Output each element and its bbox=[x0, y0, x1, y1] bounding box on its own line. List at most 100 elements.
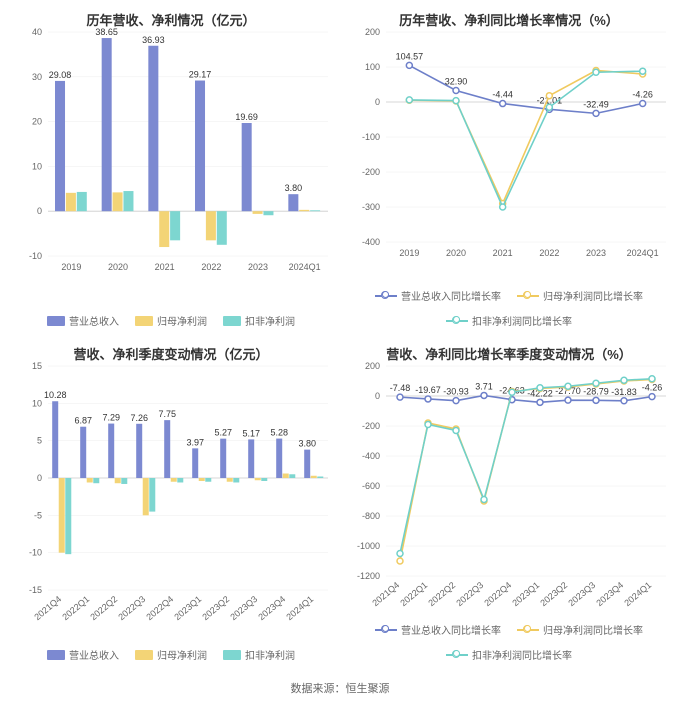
svg-text:19.69: 19.69 bbox=[235, 112, 258, 122]
chart-title: 历年营收、净利情况（亿元） bbox=[4, 4, 338, 31]
svg-text:200: 200 bbox=[365, 361, 380, 371]
legend-label: 扣非净利润 bbox=[245, 313, 295, 328]
legend-label: 归母净利润同比增长率 bbox=[543, 622, 643, 637]
legend-item: 营业总收入 bbox=[47, 313, 119, 328]
svg-text:15: 15 bbox=[32, 361, 42, 371]
svg-text:2022Q3: 2022Q3 bbox=[454, 580, 485, 608]
chart-title: 营收、净利季度变动情况（亿元） bbox=[4, 338, 338, 365]
svg-text:-30.93: -30.93 bbox=[443, 387, 469, 397]
svg-text:10: 10 bbox=[32, 398, 42, 408]
svg-text:-200: -200 bbox=[362, 167, 380, 177]
svg-text:-600: -600 bbox=[362, 481, 380, 491]
legend-item: 营业总收入同比增长率 bbox=[375, 288, 501, 303]
legend-line-icon bbox=[446, 320, 468, 322]
svg-text:-15: -15 bbox=[29, 585, 42, 595]
svg-text:2022: 2022 bbox=[539, 248, 559, 258]
svg-text:2022Q4: 2022Q4 bbox=[144, 594, 175, 622]
svg-text:32.90: 32.90 bbox=[445, 76, 468, 86]
legend-item: 扣非净利润同比增长率 bbox=[446, 313, 572, 328]
svg-text:2023Q4: 2023Q4 bbox=[594, 580, 625, 608]
data-source-footer: 数据来源：恒生聚源 bbox=[0, 672, 680, 710]
svg-text:10.28: 10.28 bbox=[44, 390, 67, 400]
svg-text:2021: 2021 bbox=[155, 262, 175, 272]
legend-item: 归母净利润同比增长率 bbox=[517, 288, 643, 303]
svg-text:2023Q2: 2023Q2 bbox=[538, 580, 569, 608]
svg-text:2023: 2023 bbox=[248, 262, 268, 272]
legend-item: 扣非净利润 bbox=[223, 647, 295, 662]
legend-label: 营业总收入同比增长率 bbox=[401, 288, 501, 303]
svg-text:-100: -100 bbox=[362, 132, 380, 142]
svg-text:2021: 2021 bbox=[493, 248, 513, 258]
svg-text:-1000: -1000 bbox=[357, 541, 380, 551]
svg-text:2020: 2020 bbox=[108, 262, 128, 272]
legend: 营业总收入同比增长率 归母净利润同比增长率扣非净利润同比增长率 bbox=[342, 288, 676, 328]
legend-item: 归母净利润 bbox=[135, 647, 207, 662]
svg-text:2020: 2020 bbox=[446, 248, 466, 258]
legend: 营业总收入 归母净利润 扣非净利润 bbox=[4, 647, 338, 662]
svg-text:-4.26: -4.26 bbox=[642, 383, 663, 393]
svg-text:2023Q2: 2023Q2 bbox=[200, 594, 231, 622]
legend-item: 扣非净利润 bbox=[223, 313, 295, 328]
chart-title: 历年营收、净利同比增长率情况（%） bbox=[342, 4, 676, 31]
svg-text:2024Q1: 2024Q1 bbox=[289, 262, 321, 272]
svg-text:-31.83: -31.83 bbox=[611, 387, 637, 397]
svg-text:-7.48: -7.48 bbox=[390, 383, 411, 393]
svg-text:5.17: 5.17 bbox=[242, 428, 260, 438]
legend-line-icon bbox=[517, 295, 539, 297]
svg-text:2023Q1: 2023Q1 bbox=[510, 580, 541, 608]
legend-line-icon bbox=[517, 629, 539, 631]
svg-text:2022Q1: 2022Q1 bbox=[60, 594, 91, 622]
svg-text:-10: -10 bbox=[29, 548, 42, 558]
svg-text:-200: -200 bbox=[362, 421, 380, 431]
panel-annual-growth: 历年营收、净利同比增长率情况（%） -400-300-200-100010020… bbox=[342, 4, 676, 334]
legend-line-icon bbox=[446, 654, 468, 656]
svg-text:0: 0 bbox=[375, 391, 380, 401]
svg-text:2024Q1: 2024Q1 bbox=[627, 248, 659, 258]
legend-swatch-icon bbox=[135, 650, 153, 660]
svg-text:-4.44: -4.44 bbox=[492, 90, 513, 100]
legend-line-icon bbox=[375, 629, 397, 631]
legend-label: 营业总收入 bbox=[69, 313, 119, 328]
svg-text:6.87: 6.87 bbox=[74, 416, 92, 426]
svg-text:0: 0 bbox=[37, 473, 42, 483]
svg-text:2022Q1: 2022Q1 bbox=[398, 580, 429, 608]
svg-text:-300: -300 bbox=[362, 202, 380, 212]
legend-swatch-icon bbox=[223, 316, 241, 326]
svg-text:2022Q2: 2022Q2 bbox=[426, 580, 457, 608]
svg-text:2024Q1: 2024Q1 bbox=[284, 594, 315, 622]
legend-label: 营业总收入 bbox=[69, 647, 119, 662]
legend-item: 营业总收入 bbox=[47, 647, 119, 662]
legend-item: 扣非净利润同比增长率 bbox=[446, 647, 572, 662]
svg-text:-32.49: -32.49 bbox=[583, 99, 609, 109]
svg-text:5.27: 5.27 bbox=[214, 428, 232, 438]
legend-label: 归母净利润同比增长率 bbox=[543, 288, 643, 303]
svg-text:-800: -800 bbox=[362, 511, 380, 521]
svg-text:29.08: 29.08 bbox=[49, 70, 72, 80]
panel-quarterly-revenue: 营收、净利季度变动情况（亿元） -15-10-505101510.286.877… bbox=[4, 338, 338, 668]
legend-item: 营业总收入同比增长率 bbox=[375, 622, 501, 637]
svg-text:10: 10 bbox=[32, 161, 42, 171]
svg-text:2021Q4: 2021Q4 bbox=[32, 594, 63, 622]
svg-text:2022Q4: 2022Q4 bbox=[482, 580, 513, 608]
legend-item: 归母净利润同比增长率 bbox=[517, 622, 643, 637]
panel-annual-revenue: 历年营收、净利情况（亿元） -1001020304029.0838.6536.9… bbox=[4, 4, 338, 334]
svg-text:-28.79: -28.79 bbox=[583, 386, 609, 396]
legend-swatch-icon bbox=[135, 316, 153, 326]
svg-text:0: 0 bbox=[37, 206, 42, 216]
svg-text:2022Q2: 2022Q2 bbox=[88, 594, 119, 622]
svg-text:-400: -400 bbox=[362, 451, 380, 461]
svg-text:30: 30 bbox=[32, 72, 42, 82]
svg-text:-4.26: -4.26 bbox=[632, 89, 653, 99]
legend-label: 归母净利润 bbox=[157, 313, 207, 328]
svg-text:-400: -400 bbox=[362, 237, 380, 247]
legend-label: 归母净利润 bbox=[157, 647, 207, 662]
svg-text:2023Q1: 2023Q1 bbox=[172, 594, 203, 622]
svg-text:38.65: 38.65 bbox=[95, 27, 118, 37]
svg-text:2023Q3: 2023Q3 bbox=[228, 594, 259, 622]
svg-text:7.75: 7.75 bbox=[158, 409, 176, 419]
svg-text:5.28: 5.28 bbox=[270, 428, 288, 438]
svg-text:-5: -5 bbox=[34, 510, 42, 520]
panel-quarterly-growth: 营收、净利同比增长率季度变动情况（%） -1200-1000-800-600-4… bbox=[342, 338, 676, 668]
svg-text:-10: -10 bbox=[29, 251, 42, 261]
legend: 营业总收入 归母净利润 扣非净利润 bbox=[4, 313, 338, 328]
